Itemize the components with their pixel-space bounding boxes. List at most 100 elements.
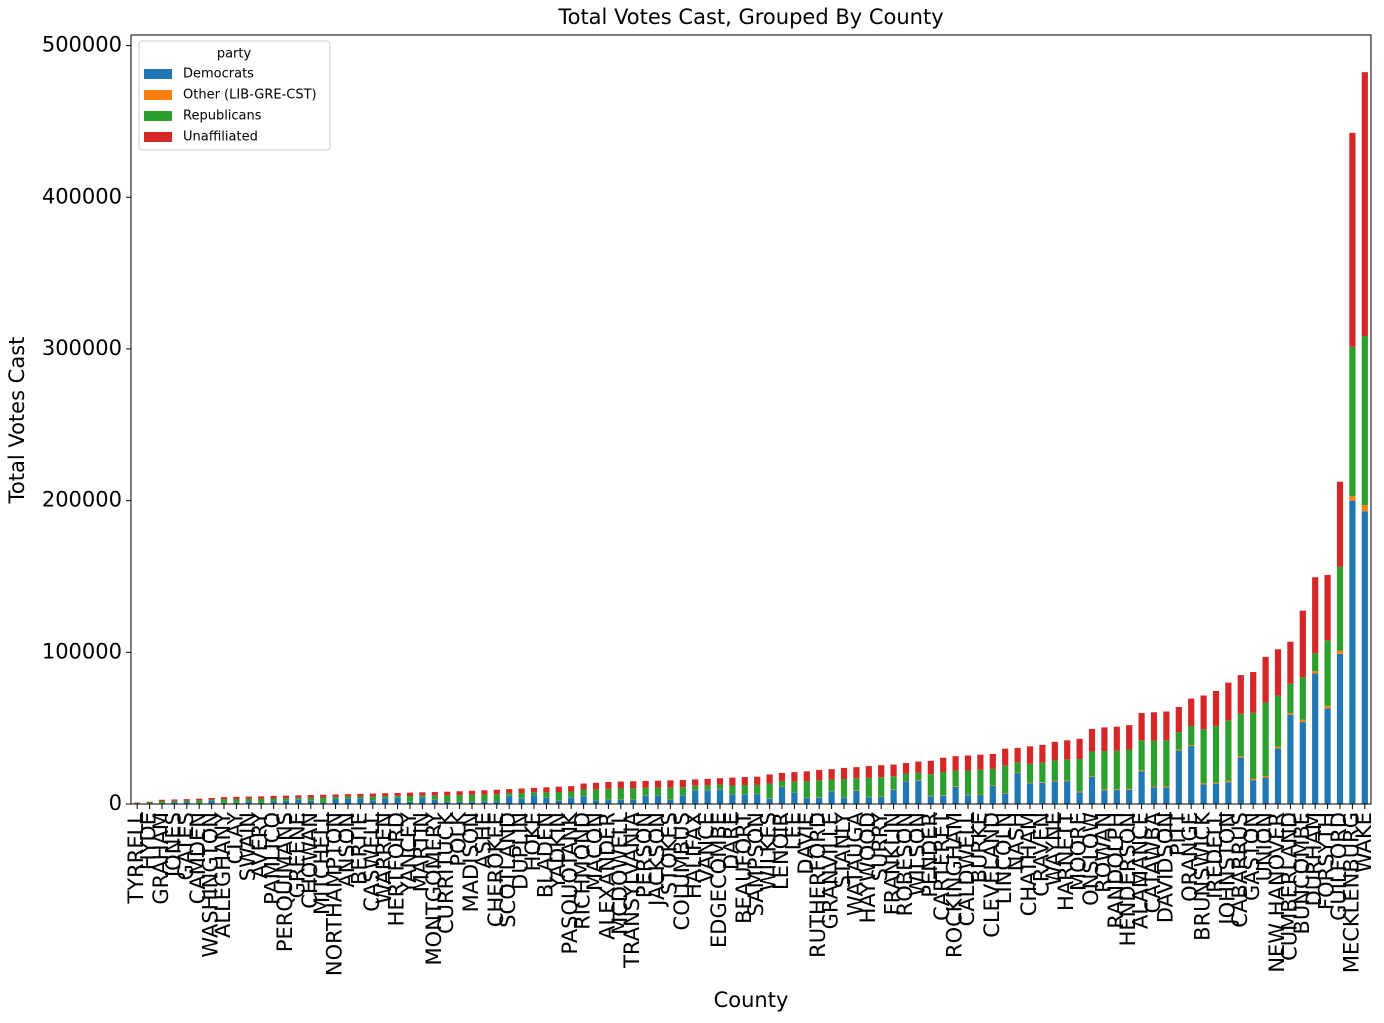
y-tick-label: 0 [109, 791, 122, 815]
bar-segment [989, 785, 996, 804]
bar-segment [158, 801, 166, 804]
x-tick-label: HALIFAX [682, 812, 706, 899]
bar-segment [716, 789, 724, 804]
bar-segment [1126, 725, 1133, 750]
x-tick-label: CHEROKEE [484, 812, 508, 927]
bar-segment [1200, 784, 1207, 804]
bar-segment [518, 788, 525, 794]
bar-segment [233, 796, 240, 800]
legend-swatch [144, 90, 172, 100]
bar-segment [1051, 781, 1058, 804]
bar-segment [357, 793, 364, 797]
x-tick-label: PERSON [633, 812, 657, 898]
bar-segment [580, 789, 587, 797]
x-tick-label: UNION [1253, 812, 1277, 882]
bar-segment [915, 772, 922, 781]
bar-segment [1274, 695, 1282, 747]
x-tick-label: ONSLOW [1079, 812, 1103, 906]
bar-segment [1014, 772, 1021, 774]
bar-segment [481, 794, 488, 802]
x-tick-label: BERTIE [347, 812, 371, 885]
x-tick-label: ORANGE [1178, 812, 1202, 902]
bar-segment [382, 796, 389, 798]
bar-segment [270, 798, 277, 802]
bar-segment [1237, 756, 1244, 758]
bar-segment [394, 795, 401, 798]
bar-segment [1064, 780, 1071, 782]
x-tick-label: CARTERET [930, 812, 954, 921]
bar-segment [630, 788, 637, 800]
bar-segment [1064, 781, 1071, 804]
bar-segment [692, 790, 699, 804]
bar-segment [543, 787, 550, 793]
bar-segment [605, 788, 612, 800]
x-tick-label: ALLEGHANY [211, 812, 235, 938]
bar-segment [171, 800, 178, 803]
bar-segment [419, 792, 426, 796]
bar-segment [295, 799, 302, 804]
x-tick-label: WILKES [757, 812, 781, 891]
bar-segment [1212, 691, 1220, 726]
bar-segment [258, 798, 265, 803]
bar-segment [196, 800, 203, 804]
x-tick-label: CABARRUS [1228, 812, 1252, 928]
x-tick-label: MOORE [1067, 812, 1091, 891]
bar-segment [729, 777, 736, 786]
bar-segment [828, 779, 835, 792]
x-tick-label: DARE [719, 812, 743, 870]
x-tick-label: COLUMBUS [670, 812, 694, 930]
x-tick-label: GRAHAM [149, 812, 173, 905]
x-tick-label: BURKE [967, 812, 991, 883]
bar-segment [778, 780, 786, 787]
bar-segment [456, 801, 463, 804]
x-tick-label: DURHAM [1302, 812, 1326, 906]
bar-segment [605, 800, 612, 804]
bar-segment [245, 798, 252, 802]
y-tick-label: 400000 [42, 184, 122, 208]
bar-segment [952, 770, 959, 787]
bar-segment [1287, 714, 1294, 804]
legend-label: Democrats [183, 67, 254, 82]
bar-segment [927, 760, 934, 775]
bar-segment [1039, 762, 1046, 783]
bar-segment [977, 754, 984, 770]
bar-segment [481, 801, 488, 804]
bar-segment [679, 795, 686, 804]
bar-segment [344, 794, 352, 797]
bar-segment [419, 795, 426, 798]
bar-segment [617, 788, 624, 800]
legend-box [138, 40, 331, 151]
bar-segment [530, 792, 538, 796]
bar-segment [1076, 738, 1083, 760]
bar-segment [890, 776, 897, 790]
x-tick-label: MADISON [459, 812, 483, 912]
x-tick-label: CLEVELAND [980, 812, 1004, 938]
bar-segment [989, 785, 996, 786]
bar-segment [332, 796, 339, 799]
bar-segment [196, 798, 203, 801]
legend-label: Other (LIB-GRE-CST) [183, 88, 317, 103]
bar-segment [171, 799, 178, 801]
bar-segment [890, 764, 897, 777]
bar-segment [1274, 649, 1282, 696]
bar-segment [902, 781, 910, 804]
bar-segment [605, 782, 612, 789]
bar-segment [630, 799, 637, 804]
bar-segment [803, 798, 810, 804]
legend-swatch [144, 132, 172, 142]
bar-segment [964, 755, 972, 771]
bar-segment [704, 785, 711, 790]
bar-segment [1225, 780, 1232, 783]
bar-segment [332, 794, 339, 797]
bar-segment [394, 792, 401, 796]
x-tick-label: YANCEY [397, 812, 421, 895]
bar-segment [183, 800, 190, 803]
bar-segment [1225, 682, 1232, 721]
bar-segment [444, 795, 451, 802]
bar-segment [729, 785, 736, 795]
x-tick-label: DAVIDSON [1153, 812, 1177, 923]
plot-frame [130, 34, 1372, 805]
y-axis-label: Total Votes Cast [5, 337, 29, 505]
bar-segment [394, 797, 401, 804]
bar-segment [406, 792, 414, 796]
